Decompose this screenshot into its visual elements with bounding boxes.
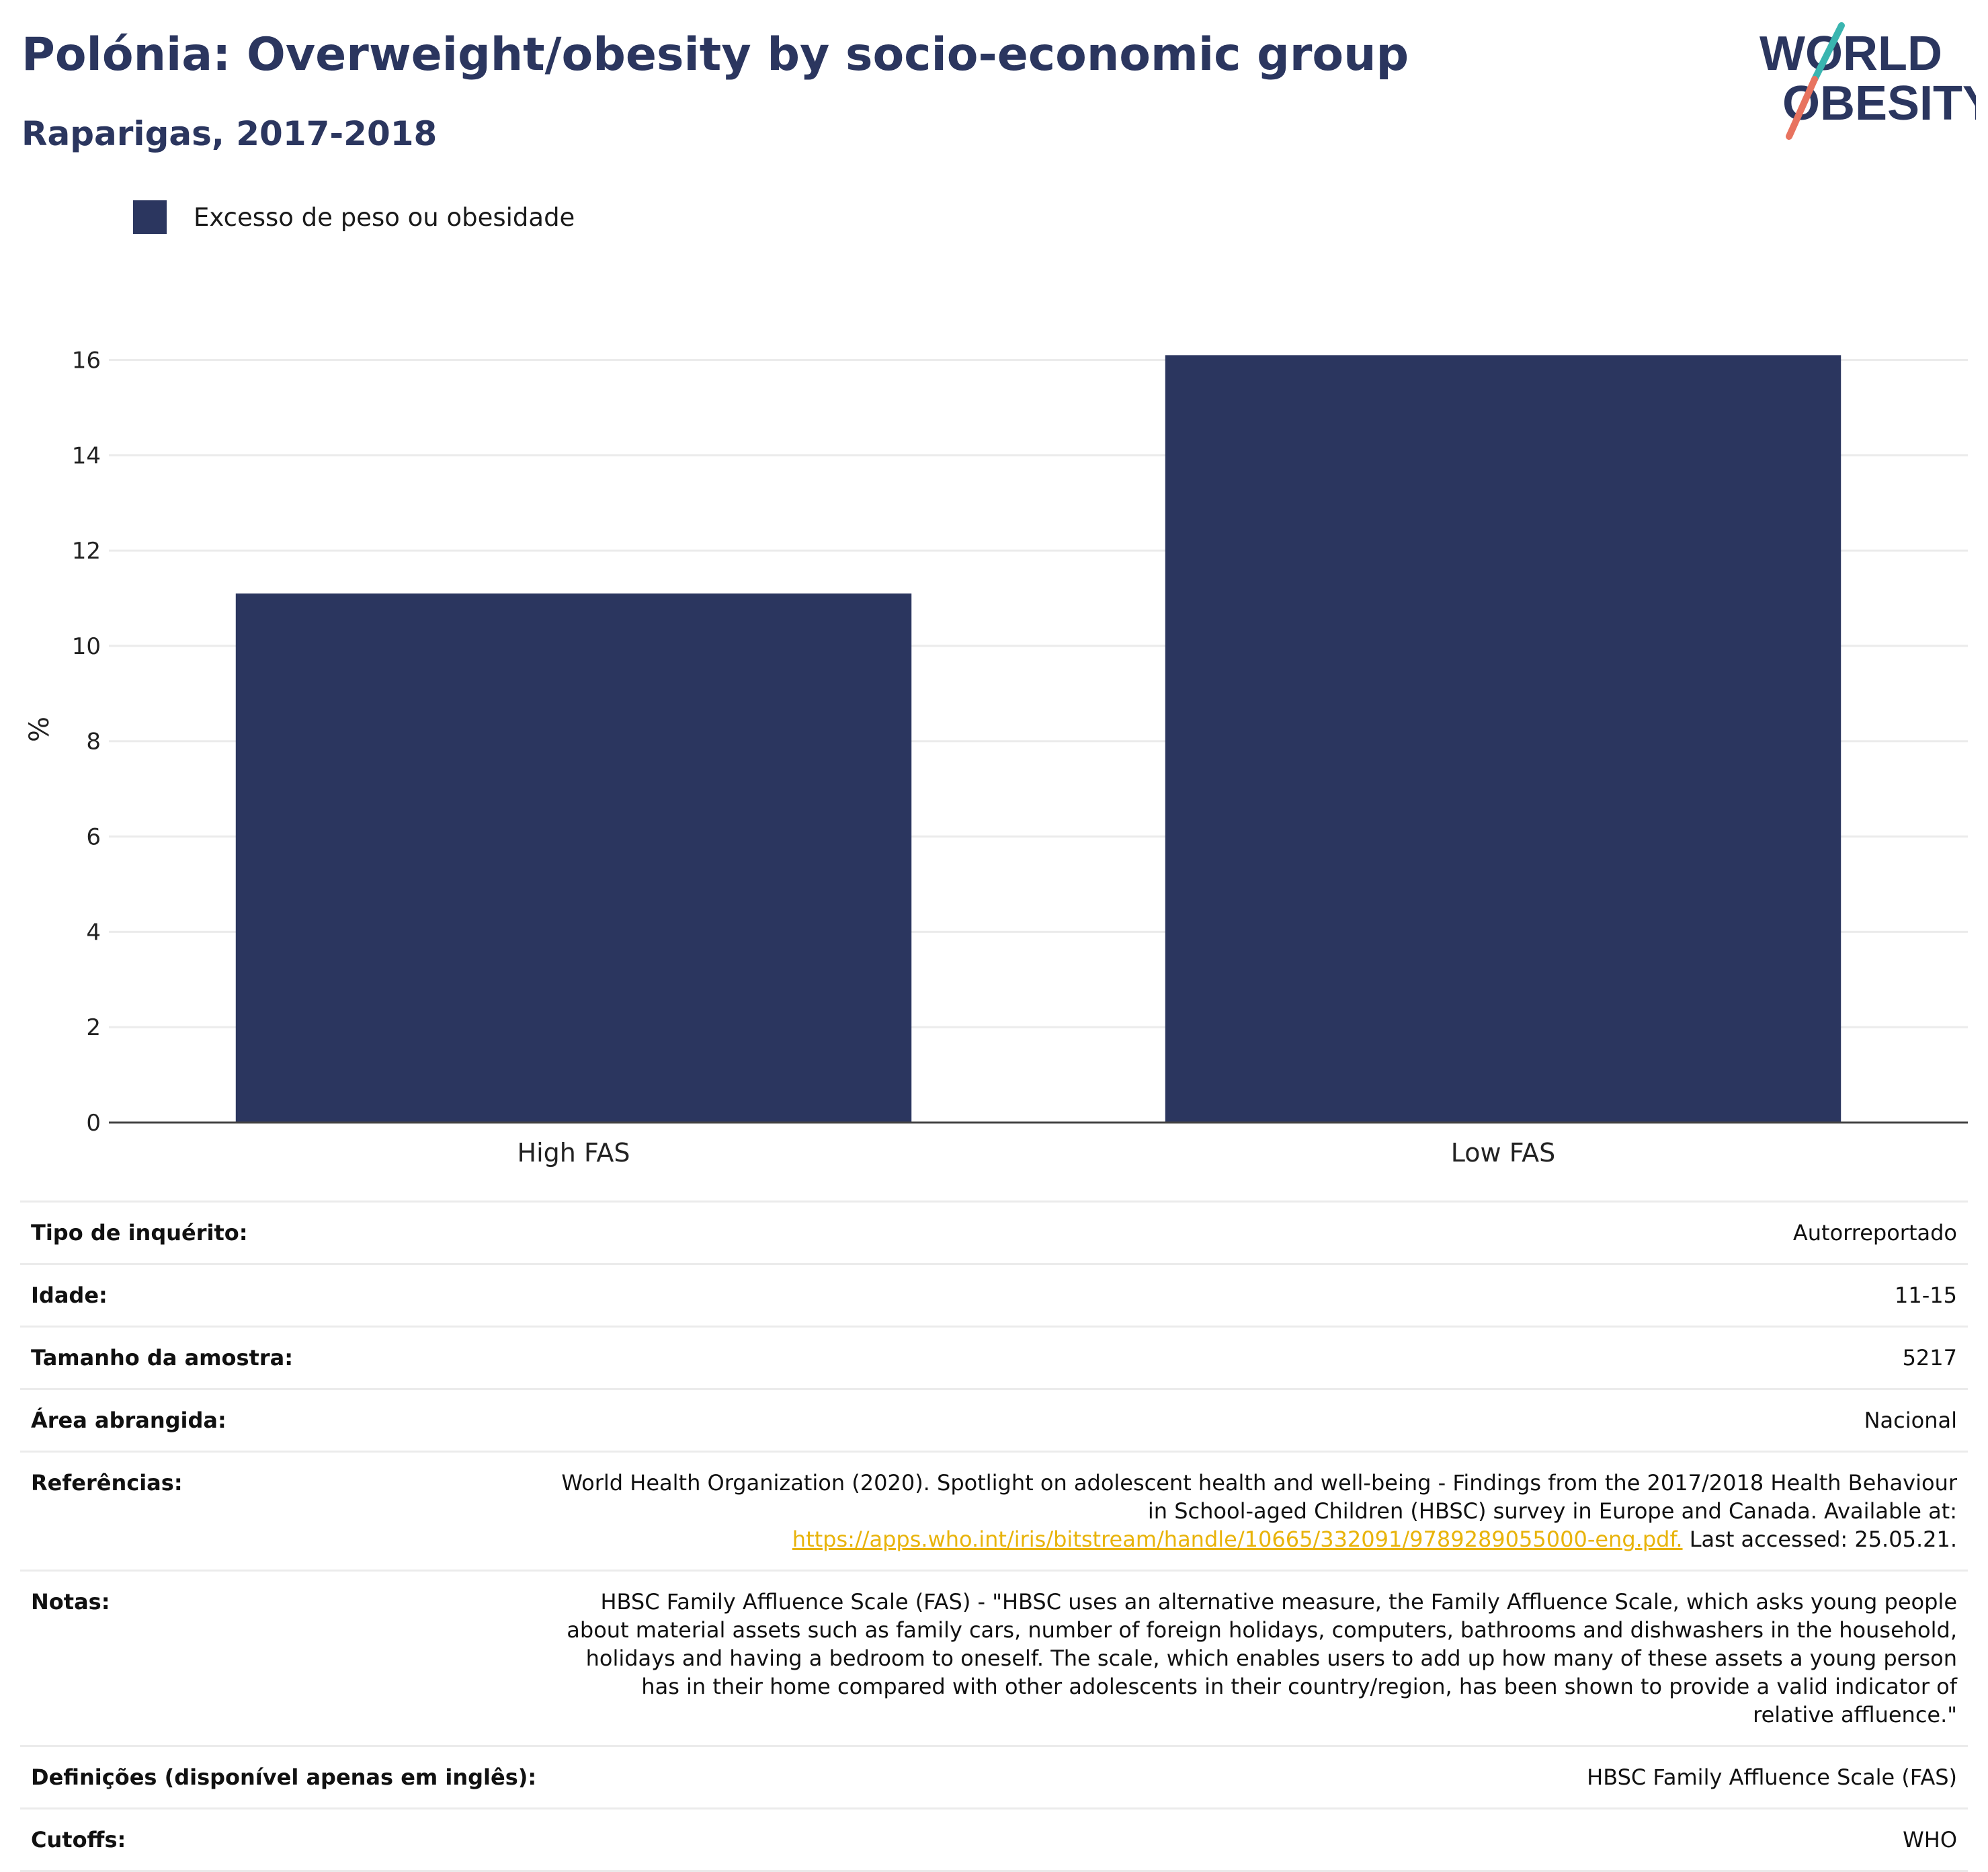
info-row-notes: Notas: HBSC Family Affluence Scale (FAS)… <box>20 1570 1968 1746</box>
info-row-area: Área abrangida: Nacional <box>20 1389 1968 1452</box>
info-row-sample-size: Tamanho da amostra: 5217 <box>20 1326 1968 1389</box>
info-value-age: 11-15 <box>1895 1283 1957 1308</box>
y-tick-label: 12 <box>72 538 101 565</box>
info-row-cutoffs: Cutoffs: WHO <box>20 1808 1968 1871</box>
info-table: Tipo de inquérito: Autorreportado Idade:… <box>20 1200 1968 1872</box>
y-tick-label: 10 <box>72 633 101 660</box>
info-label-definitions: Definições (disponível apenas em inglês)… <box>31 1764 537 1790</box>
bar <box>235 593 912 1123</box>
info-label-age: Idade: <box>31 1283 108 1308</box>
chart-subtitle: Raparigas, 2017-2018 <box>22 114 438 153</box>
chart-title: Polónia: Overweight/obesity by socio-eco… <box>22 28 1409 81</box>
info-value-notes: HBSC Family Affluence Scale (FAS) - "HBS… <box>567 1589 1957 1727</box>
info-row-age: Idade: 11-15 <box>20 1264 1968 1327</box>
y-tick-label: 8 <box>86 729 101 756</box>
x-tick-label: Low FAS <box>1451 1138 1555 1168</box>
info-label-cutoffs: Cutoffs: <box>31 1827 126 1853</box>
logo-line1: WORLD <box>1759 27 1942 81</box>
x-tick-label: High FAS <box>517 1138 630 1168</box>
info-label-survey-type: Tipo de inquérito: <box>31 1220 248 1246</box>
info-value-survey-type: Autorreportado <box>1792 1220 1957 1246</box>
info-value-definitions: HBSC Family Affluence Scale (FAS) <box>1587 1764 1957 1790</box>
references-text: World Health Organization (2020). Spotli… <box>561 1470 1957 1524</box>
info-label-notes: Notas: <box>31 1589 110 1615</box>
world-obesity-logo: WORLD OBESITY <box>1759 22 1976 140</box>
legend-swatch <box>133 200 167 234</box>
y-tick-label: 14 <box>72 442 101 469</box>
info-label-sample-size: Tamanho da amostra: <box>31 1345 293 1371</box>
y-tick-label: 0 <box>86 1110 101 1137</box>
info-value-area: Nacional <box>1864 1408 1957 1433</box>
y-tick-label: 2 <box>86 1014 101 1041</box>
info-row-definitions: Definições (disponível apenas em inglês)… <box>20 1746 1968 1809</box>
y-tick-label: 16 <box>72 347 101 374</box>
references-suffix: Last accessed: 25.05.21. <box>1689 1527 1957 1552</box>
y-tick-label: 6 <box>86 824 101 851</box>
info-value-cutoffs: WHO <box>1903 1827 1957 1853</box>
y-tick-label: 4 <box>86 919 101 946</box>
chart-legend[interactable]: Excesso de peso ou obesidade <box>133 200 575 234</box>
y-axis-label: % <box>24 717 55 742</box>
info-value-sample-size: 5217 <box>1902 1345 1957 1371</box>
info-label-area: Área abrangida: <box>31 1408 226 1433</box>
info-label-references: Referências: <box>31 1470 183 1496</box>
references-link[interactable]: https://apps.who.int/iris/bitstream/hand… <box>792 1527 1683 1552</box>
info-row-references: Referências: World Health Organization (… <box>20 1451 1968 1571</box>
bar-chart: 0 2 4 6 8 10 12 14 16 High FAS Low FAS% <box>24 347 1968 1168</box>
info-value-references: World Health Organization (2020). Spotli… <box>547 1452 1968 1571</box>
legend-label: Excesso de peso ou obesidade <box>194 202 575 232</box>
info-row-survey-type: Tipo de inquérito: Autorreportado <box>20 1201 1968 1264</box>
bar <box>1165 355 1841 1123</box>
